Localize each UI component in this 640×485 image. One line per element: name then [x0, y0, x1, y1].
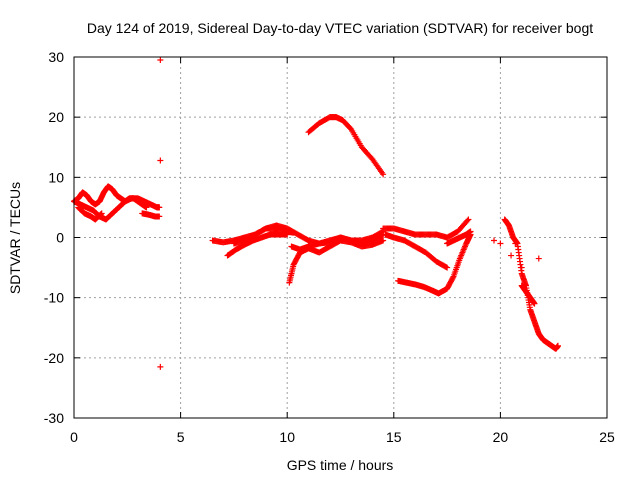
x-tick-label: 10	[279, 429, 295, 445]
data-point	[449, 274, 456, 281]
series-arc-11	[380, 216, 472, 241]
data-point	[157, 157, 164, 164]
data-point	[508, 252, 515, 259]
data-point	[98, 210, 105, 217]
data-layer	[71, 57, 561, 370]
y-tick-label: -30	[44, 410, 64, 426]
series-arc-16	[518, 282, 538, 307]
x-tick-label: 5	[177, 429, 185, 445]
series-outliers-4h	[157, 57, 164, 370]
data-point	[531, 300, 538, 307]
data-point	[97, 211, 104, 218]
data-point	[156, 213, 163, 220]
y-tick-label: -10	[44, 290, 64, 306]
y-tick-label: 30	[48, 49, 64, 65]
series-arc-14	[444, 228, 474, 247]
series-arc-6	[224, 231, 291, 259]
series-arc-13	[395, 231, 474, 297]
series-arc-10	[305, 114, 387, 178]
y-tick-label: 20	[48, 109, 64, 125]
data-point	[379, 229, 386, 236]
data-point	[98, 211, 105, 218]
data-point	[380, 171, 387, 178]
y-tick-label: 0	[56, 230, 64, 246]
y-tick-label: 10	[48, 169, 64, 185]
series-arc-2	[71, 195, 163, 223]
data-point	[497, 240, 504, 247]
x-tick-label: 0	[70, 429, 78, 445]
data-point	[465, 216, 472, 223]
data-point	[491, 237, 498, 244]
data-point	[284, 231, 291, 238]
data-point	[467, 228, 474, 235]
data-point	[380, 237, 387, 244]
y-axis-label: SDTVAR / TECUs	[7, 182, 23, 294]
data-point	[464, 217, 471, 224]
x-axis-label: GPS time / hours	[287, 457, 394, 473]
chart-title: Day 124 of 2019, Sidereal Day-to-day VTE…	[87, 20, 593, 36]
x-tick-label: 20	[493, 429, 509, 445]
series-arc-3	[75, 204, 105, 223]
x-tick-label: 15	[386, 429, 402, 445]
data-point	[554, 342, 561, 349]
data-point	[443, 263, 450, 270]
y-tick-label: -20	[44, 350, 64, 366]
data-point	[444, 264, 451, 271]
data-point	[535, 255, 542, 262]
x-tick-label: 25	[599, 429, 615, 445]
data-point	[156, 204, 163, 211]
series-arc-12	[382, 231, 451, 271]
data-point	[157, 363, 164, 370]
plot-border	[73, 56, 608, 419]
series-arc-9	[288, 228, 387, 253]
series-arc-4	[139, 210, 163, 220]
data-point	[157, 57, 164, 64]
